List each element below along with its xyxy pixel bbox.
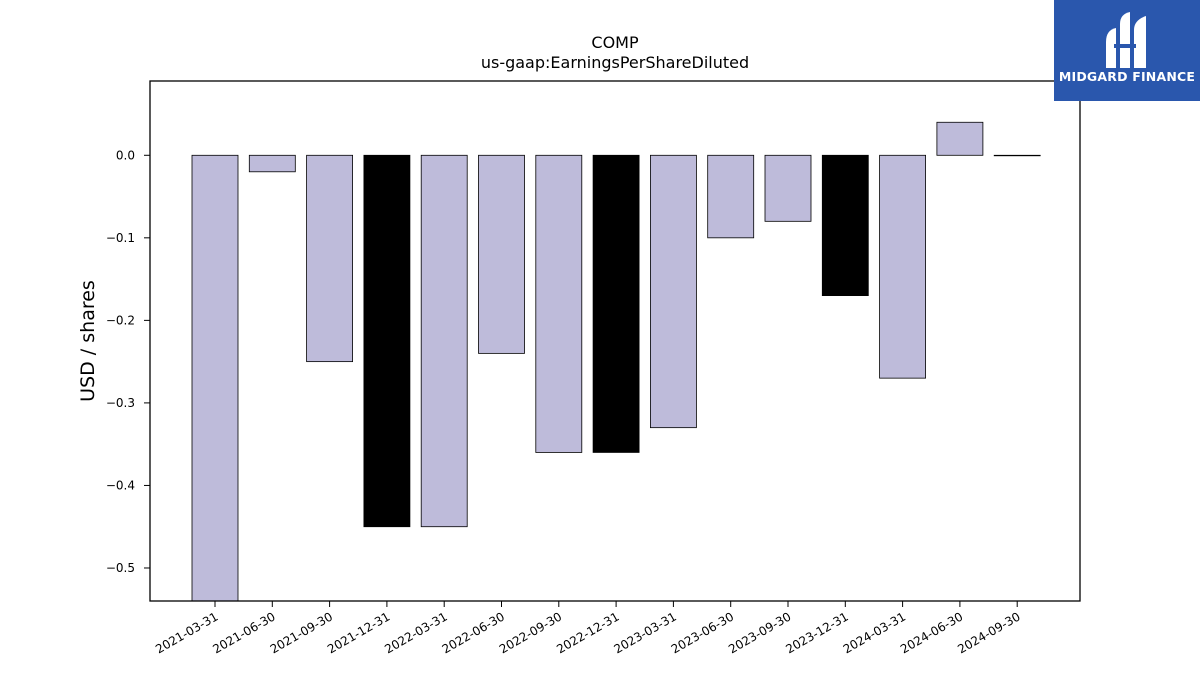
x-tick-label: 2022-09-30 [497, 609, 564, 656]
x-tick-label: 2023-09-30 [726, 609, 793, 656]
x-tick-label: 2024-03-31 [841, 609, 908, 656]
x-tick-label: 2021-06-30 [210, 609, 277, 656]
bar-2023-03-31 [650, 154, 697, 429]
x-tick-label: 2022-06-30 [440, 609, 507, 656]
x-tick-label: 2021-12-31 [325, 609, 392, 656]
bar-2024-09-30 [993, 154, 1041, 157]
brand-logo: MIDGARD FINANCE [1054, 0, 1200, 101]
bar-2024-06-30 [936, 121, 984, 156]
x-tick-label: 2023-12-31 [783, 609, 850, 656]
x-axis: 2021-03-312021-06-302021-09-302021-12-31… [153, 601, 1023, 656]
bar-2022-06-30 [478, 154, 525, 354]
x-tick-label: 2023-06-30 [669, 609, 736, 656]
bar-2023-09-30 [764, 154, 812, 222]
y-tick-label: −0.4 [106, 478, 135, 492]
y-axis: 0.0 −0.1 −0.2 −0.3 −0.4 −0.5 [106, 148, 150, 575]
chart-subtitle: us-gaap:EarningsPerShareDiluted [481, 53, 749, 72]
x-tick-label: 2022-12-31 [554, 609, 621, 656]
y-axis-label: USD / shares [77, 280, 99, 402]
bar-2022-09-30 [535, 154, 583, 453]
x-tick-label: 2023-03-31 [611, 609, 678, 656]
chart-title: COMP [591, 33, 639, 52]
bar-2022-12-31 [592, 154, 640, 453]
bar-2023-12-31 [821, 154, 869, 297]
plot-frame [149, 80, 1081, 602]
y-tick-label: −0.5 [106, 561, 135, 575]
y-tick-label: −0.1 [106, 231, 135, 245]
bar-2024-03-31 [879, 154, 926, 379]
x-tick-label: 2024-09-30 [955, 609, 1022, 656]
bar-2021-03-31 [191, 154, 239, 602]
brand-name: MIDGARD FINANCE [1058, 69, 1196, 84]
y-tick-label: 0.0 [116, 148, 135, 162]
x-tick-label: 2024-06-30 [898, 609, 965, 656]
x-tick-label: 2021-03-31 [153, 609, 220, 656]
bar-2021-09-30 [306, 154, 354, 363]
bars-group [191, 121, 1041, 602]
x-tick-label: 2021-09-30 [268, 609, 335, 656]
midgard-logo-icon [1106, 12, 1146, 68]
bar-2021-06-30 [248, 154, 296, 173]
bar-2021-12-31 [363, 154, 411, 528]
y-tick-label: −0.3 [106, 396, 135, 410]
y-tick-label: −0.2 [106, 313, 135, 327]
x-tick-label: 2022-03-31 [382, 609, 449, 656]
bar-2022-03-31 [420, 154, 468, 528]
bar-2023-06-30 [707, 154, 755, 239]
